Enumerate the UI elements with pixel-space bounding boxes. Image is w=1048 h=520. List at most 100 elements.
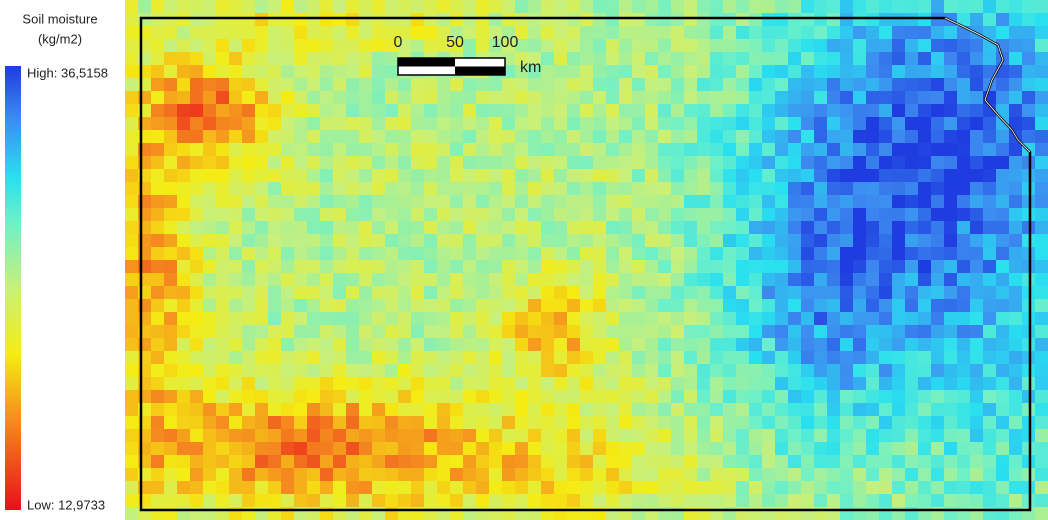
- raster-cell: [645, 481, 658, 494]
- raster-cell: [437, 442, 450, 455]
- raster-cell: [515, 117, 528, 130]
- raster-cell: [242, 130, 255, 143]
- raster-cell: [281, 52, 294, 65]
- raster-cell: [879, 247, 892, 260]
- raster-cell: [983, 52, 996, 65]
- raster-cell: [242, 26, 255, 39]
- raster-cell: [580, 13, 593, 26]
- raster-cell: [775, 52, 788, 65]
- raster-cell: [151, 377, 164, 390]
- raster-cell: [164, 208, 177, 221]
- raster-cell: [541, 26, 554, 39]
- raster-cell: [502, 130, 515, 143]
- raster-cell: [671, 26, 684, 39]
- raster-cell: [229, 312, 242, 325]
- raster-cell: [931, 143, 944, 156]
- raster-cell: [684, 481, 697, 494]
- raster-cell: [606, 468, 619, 481]
- raster-cell: [242, 65, 255, 78]
- raster-cell: [580, 65, 593, 78]
- raster-cell: [983, 234, 996, 247]
- raster-cell: [489, 377, 502, 390]
- raster-cell: [333, 494, 346, 507]
- raster-cell: [1009, 338, 1022, 351]
- raster-cell: [931, 325, 944, 338]
- raster-cell: [437, 13, 450, 26]
- raster-cell: [177, 208, 190, 221]
- raster-cell: [424, 338, 437, 351]
- raster-cell: [957, 195, 970, 208]
- raster-cell: [775, 39, 788, 52]
- raster-cell: [424, 182, 437, 195]
- raster-cell: [255, 429, 268, 442]
- raster-cell: [827, 312, 840, 325]
- raster-cell: [424, 390, 437, 403]
- raster-cell: [242, 39, 255, 52]
- raster-cell: [164, 91, 177, 104]
- raster-cell: [567, 429, 580, 442]
- raster-cell: [268, 234, 281, 247]
- raster-cell: [1022, 52, 1035, 65]
- raster-cell: [918, 468, 931, 481]
- raster-cell: [476, 260, 489, 273]
- raster-cell: [359, 260, 372, 273]
- raster-cell: [866, 195, 879, 208]
- raster-cell: [944, 429, 957, 442]
- raster-cell: [281, 234, 294, 247]
- raster-cell: [177, 442, 190, 455]
- raster-cell: [996, 195, 1009, 208]
- raster-cell: [437, 156, 450, 169]
- raster-cell: [593, 117, 606, 130]
- raster-cell: [1009, 481, 1022, 494]
- raster-cell: [255, 91, 268, 104]
- raster-cell: [684, 13, 697, 26]
- raster-cell: [1009, 429, 1022, 442]
- raster-cell: [541, 195, 554, 208]
- raster-cell: [892, 39, 905, 52]
- raster-cell: [307, 0, 320, 13]
- raster-cell: [970, 260, 983, 273]
- raster-cell: [203, 429, 216, 442]
- raster-cell: [762, 182, 775, 195]
- raster-cell: [697, 13, 710, 26]
- raster-cell: [866, 39, 879, 52]
- raster-cell: [424, 364, 437, 377]
- raster-cell: [424, 13, 437, 26]
- raster-cell: [1022, 403, 1035, 416]
- raster-cell: [710, 325, 723, 338]
- raster-cell: [164, 104, 177, 117]
- raster-cell: [684, 208, 697, 221]
- raster-cell: [515, 325, 528, 338]
- raster-cell: [840, 390, 853, 403]
- raster-cell: [606, 338, 619, 351]
- raster-cell: [1022, 195, 1035, 208]
- raster-cell: [1035, 364, 1048, 377]
- raster-cell: [424, 260, 437, 273]
- raster-cell: [398, 494, 411, 507]
- raster-cell: [593, 338, 606, 351]
- raster-cell: [242, 312, 255, 325]
- raster-cell: [281, 325, 294, 338]
- raster-cell: [697, 312, 710, 325]
- raster-cell: [918, 195, 931, 208]
- raster-cell: [996, 208, 1009, 221]
- raster-cell: [697, 351, 710, 364]
- raster-cell: [645, 338, 658, 351]
- raster-cell: [840, 117, 853, 130]
- raster-cell: [541, 481, 554, 494]
- raster-cell: [255, 169, 268, 182]
- raster-cell: [450, 130, 463, 143]
- raster-cell: [840, 494, 853, 507]
- raster-cell: [567, 494, 580, 507]
- raster-cell: [606, 39, 619, 52]
- raster-cell: [684, 403, 697, 416]
- raster-cell: [723, 286, 736, 299]
- raster-cell: [255, 377, 268, 390]
- raster-cell: [216, 91, 229, 104]
- raster-cell: [788, 429, 801, 442]
- raster-cell: [996, 156, 1009, 169]
- raster-cell: [892, 364, 905, 377]
- raster-cell: [710, 156, 723, 169]
- raster-cell: [827, 299, 840, 312]
- raster-cell: [411, 364, 424, 377]
